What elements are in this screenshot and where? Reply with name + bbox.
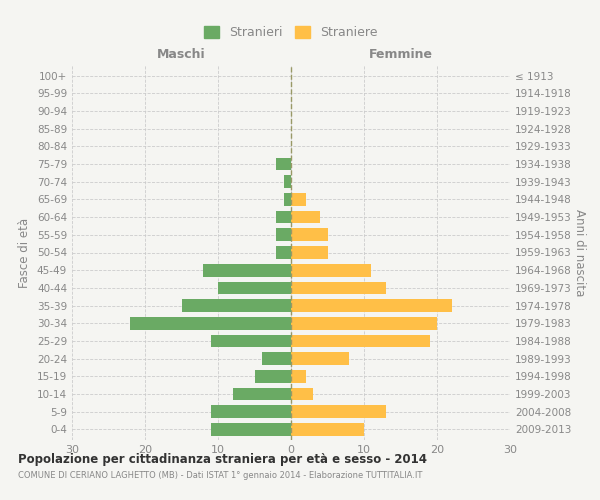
Bar <box>291 388 313 400</box>
Bar <box>277 246 291 259</box>
Bar <box>203 264 291 276</box>
Bar <box>233 388 291 400</box>
Bar <box>291 264 371 276</box>
Text: Femmine: Femmine <box>368 48 433 61</box>
Bar <box>277 228 291 241</box>
Bar <box>291 317 437 330</box>
Text: Maschi: Maschi <box>157 48 206 61</box>
Bar <box>291 282 386 294</box>
Bar <box>291 299 452 312</box>
Bar <box>291 228 328 241</box>
Text: COMUNE DI CERIANO LAGHETTO (MB) - Dati ISTAT 1° gennaio 2014 - Elaborazione TUTT: COMUNE DI CERIANO LAGHETTO (MB) - Dati I… <box>18 471 422 480</box>
Bar <box>262 352 291 365</box>
Text: Popolazione per cittadinanza straniera per età e sesso - 2014: Popolazione per cittadinanza straniera p… <box>18 452 427 466</box>
Bar <box>291 334 430 347</box>
Bar <box>211 423 291 436</box>
Bar <box>277 158 291 170</box>
Bar <box>130 317 291 330</box>
Bar <box>291 370 305 382</box>
Bar <box>291 406 386 418</box>
Y-axis label: Fasce di età: Fasce di età <box>19 218 31 288</box>
Bar <box>291 211 320 224</box>
Bar <box>291 423 364 436</box>
Bar <box>211 406 291 418</box>
Y-axis label: Anni di nascita: Anni di nascita <box>572 209 586 296</box>
Bar <box>182 299 291 312</box>
Legend: Stranieri, Straniere: Stranieri, Straniere <box>204 26 378 39</box>
Bar <box>291 352 349 365</box>
Bar <box>211 334 291 347</box>
Bar <box>254 370 291 382</box>
Bar <box>291 193 305 206</box>
Bar <box>218 282 291 294</box>
Bar <box>284 193 291 206</box>
Bar <box>291 246 328 259</box>
Bar <box>284 176 291 188</box>
Bar <box>277 211 291 224</box>
